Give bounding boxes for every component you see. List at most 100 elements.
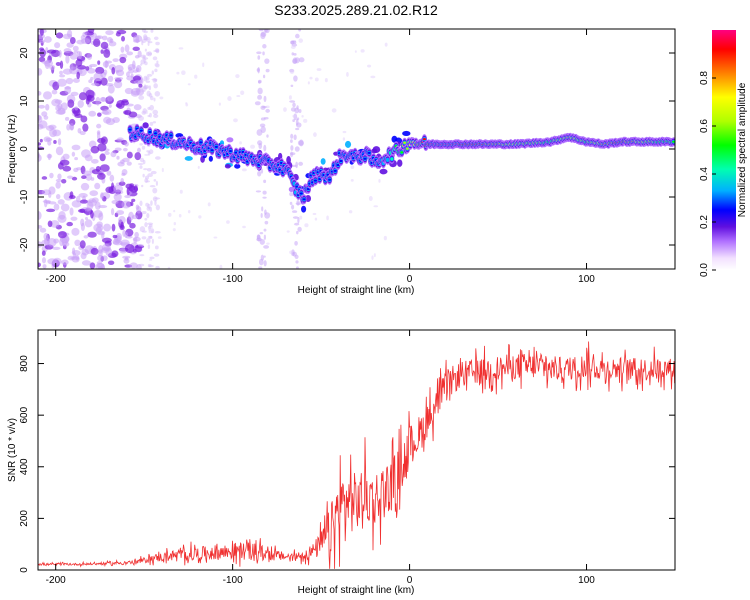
noise-blob bbox=[264, 29, 270, 34]
noise-blob bbox=[111, 250, 119, 258]
noise-blob bbox=[137, 147, 141, 153]
noise-blob bbox=[74, 239, 81, 247]
noise-blob bbox=[208, 155, 213, 162]
noise-blob bbox=[264, 220, 269, 225]
noise-blob bbox=[292, 216, 299, 219]
noise-blob bbox=[93, 38, 101, 47]
noise-blob bbox=[101, 110, 110, 115]
ridge-core bbox=[405, 147, 409, 150]
noise-blob bbox=[258, 266, 263, 269]
noise-blob bbox=[71, 176, 78, 181]
noise-blob bbox=[360, 49, 365, 53]
noise-blob bbox=[62, 241, 70, 247]
noise-blob bbox=[83, 235, 89, 239]
noise-blob bbox=[141, 145, 146, 150]
noise-blob bbox=[47, 238, 57, 247]
noise-blob bbox=[148, 258, 153, 261]
noise-blob bbox=[69, 191, 74, 199]
spectrogram-y-tick-label: -10 bbox=[19, 189, 30, 204]
noise-blob bbox=[84, 219, 93, 228]
noise-blob bbox=[105, 30, 114, 36]
noise-blob bbox=[62, 153, 70, 160]
noise-blob bbox=[39, 47, 44, 51]
spectrogram-x-axis-label: Height of straight line (km) bbox=[298, 285, 415, 296]
noise-blob bbox=[373, 205, 379, 208]
noise-blob bbox=[139, 200, 143, 207]
snr-x-ticks: -200 -100 0 100 bbox=[46, 330, 595, 586]
noise-blob bbox=[129, 222, 136, 229]
noise-blob bbox=[146, 73, 153, 77]
noise-blob bbox=[291, 204, 295, 210]
noise-blob bbox=[66, 123, 71, 131]
noise-blob bbox=[38, 68, 43, 76]
noise-blob bbox=[49, 172, 54, 179]
noise-blob bbox=[69, 207, 74, 216]
noise-blob bbox=[55, 32, 64, 39]
noise-blob bbox=[168, 212, 172, 217]
noise-blob bbox=[128, 211, 134, 221]
noise-blob bbox=[198, 215, 202, 219]
noise-blob bbox=[263, 234, 266, 240]
noise-blob bbox=[239, 141, 242, 145]
noise-blob bbox=[226, 137, 234, 143]
noise-blob bbox=[124, 141, 129, 147]
noise-blob bbox=[184, 156, 193, 161]
snr-y-tick-label: 800 bbox=[19, 355, 30, 372]
noise-blob bbox=[154, 245, 159, 250]
noise-blob bbox=[43, 115, 49, 120]
noise-blob bbox=[45, 137, 53, 142]
snr-y-axis-label: SNR (10 * v/v) bbox=[7, 418, 18, 482]
noise-blob bbox=[265, 105, 270, 109]
ridge-core bbox=[214, 145, 218, 148]
noise-blob bbox=[298, 57, 305, 63]
noise-blob bbox=[314, 217, 318, 221]
noise-blob bbox=[97, 266, 103, 269]
noise-blob bbox=[150, 200, 153, 206]
noise-blob bbox=[107, 75, 114, 83]
noise-blob bbox=[139, 254, 145, 257]
noise-blob bbox=[97, 172, 106, 180]
noise-blob bbox=[153, 83, 158, 89]
noise-blob bbox=[55, 109, 66, 115]
noise-blob bbox=[367, 64, 372, 68]
spectrogram-x-tick-label: 100 bbox=[578, 274, 595, 285]
noise-blob bbox=[154, 90, 161, 97]
noise-blob bbox=[299, 215, 303, 220]
noise-blob bbox=[259, 239, 265, 245]
colorbar-gradient bbox=[712, 30, 736, 270]
noise-blob bbox=[78, 92, 87, 101]
noise-blob bbox=[111, 199, 119, 205]
noise-blob bbox=[74, 106, 79, 111]
noise-blob bbox=[114, 76, 124, 81]
noise-blob bbox=[53, 203, 60, 211]
noise-blob bbox=[97, 112, 102, 117]
noise-blob bbox=[265, 108, 270, 113]
noise-blob bbox=[74, 113, 83, 118]
noise-blob bbox=[153, 36, 159, 41]
noise-blob bbox=[86, 201, 94, 211]
noise-blob bbox=[45, 103, 50, 111]
noise-blob bbox=[297, 226, 302, 232]
noise-blob bbox=[138, 95, 145, 100]
noise-blob bbox=[262, 190, 267, 195]
noise-blob bbox=[152, 121, 157, 124]
noise-blob bbox=[263, 245, 270, 249]
noise-blob bbox=[149, 185, 156, 188]
noise-blob bbox=[378, 178, 381, 183]
noise-blob bbox=[155, 265, 160, 269]
ridge-core bbox=[318, 177, 322, 181]
noise-blob bbox=[58, 231, 67, 239]
spectrogram-y-tick-label: 0 bbox=[19, 146, 30, 152]
noise-blob bbox=[81, 175, 87, 180]
spectrogram-x-tick-label: 0 bbox=[407, 274, 413, 285]
noise-blob bbox=[120, 221, 124, 229]
noise-blob bbox=[143, 30, 148, 34]
noise-blob bbox=[402, 130, 411, 137]
noise-blob bbox=[120, 159, 125, 165]
noise-blob bbox=[80, 34, 86, 41]
noise-blob bbox=[38, 33, 45, 40]
noise-blob bbox=[38, 224, 43, 229]
noise-blob bbox=[114, 64, 124, 73]
noise-blob bbox=[370, 75, 376, 79]
